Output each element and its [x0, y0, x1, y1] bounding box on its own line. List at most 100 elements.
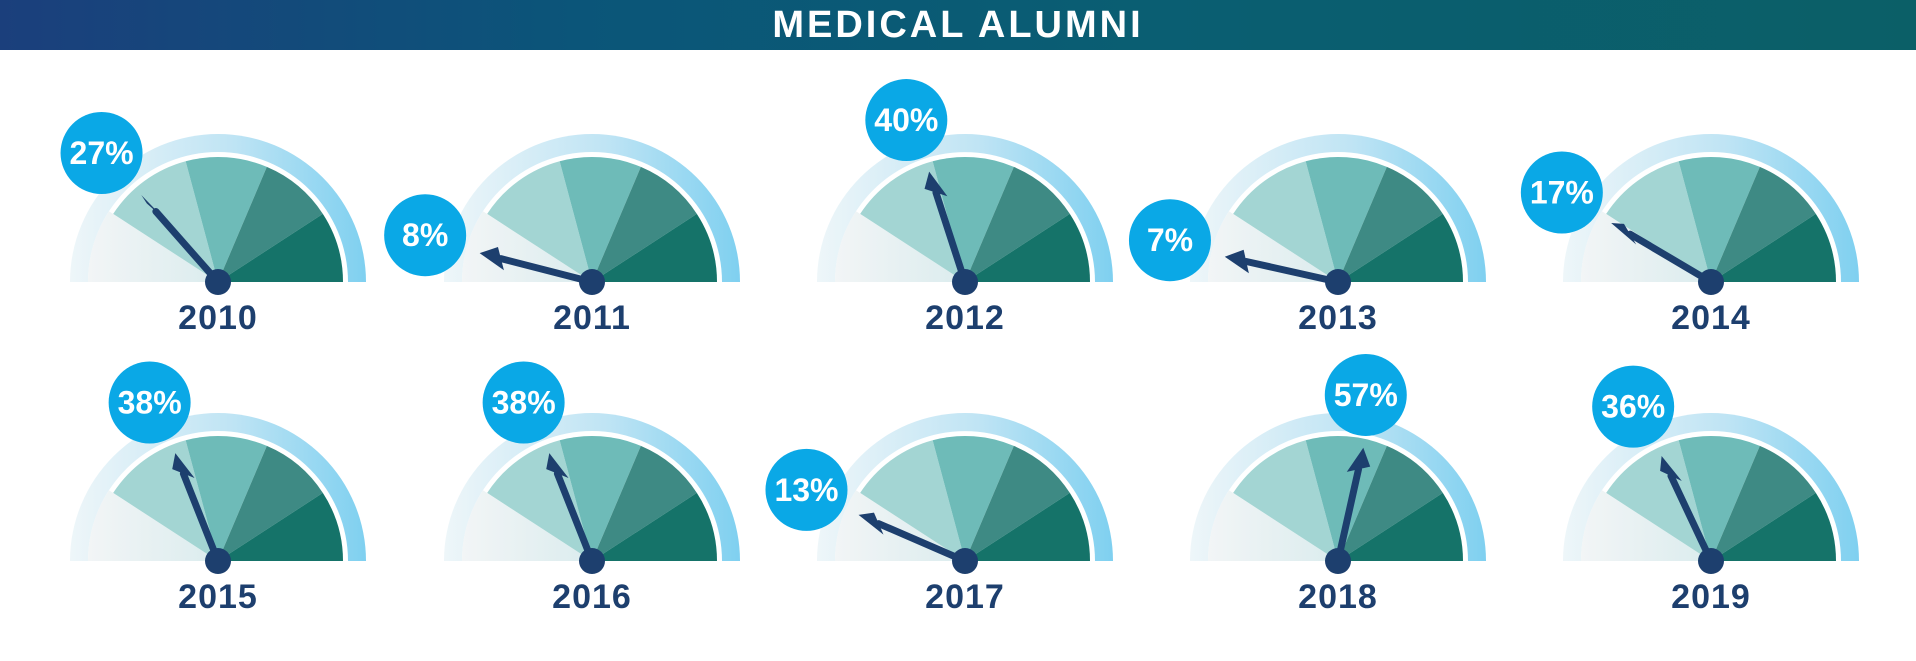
gauge-hub	[1325, 548, 1351, 574]
gauge-segment-4	[1338, 445, 1443, 561]
gauge-needle	[497, 255, 596, 286]
year-label: 2013	[1298, 299, 1378, 337]
gauge-2013: 7% 2013	[1128, 134, 1486, 337]
gauge-segment-4	[218, 166, 323, 282]
value-label: 57%	[1334, 377, 1398, 413]
gauge-segment-1	[88, 211, 218, 282]
gauge-segment-4	[592, 445, 697, 561]
gauge-segment-2	[1606, 161, 1711, 282]
gauge-needle-arrow	[924, 171, 948, 197]
chart-header: MEDICAL ALUMNI	[0, 0, 1916, 50]
gauge-segment-5	[965, 492, 1090, 561]
value-label: 40%	[874, 102, 938, 138]
gauge-segment-2	[1606, 440, 1711, 561]
gauge-segment-2	[487, 440, 592, 561]
gauge-needle	[553, 470, 596, 565]
gauge-segment-4	[965, 445, 1070, 561]
gauge-segment-3	[932, 436, 1014, 561]
gauge-2012: 40% 2012	[817, 79, 1113, 337]
gauge-segment-1	[462, 211, 592, 282]
value-label: 7%	[1147, 222, 1193, 258]
value-label: 27%	[70, 135, 134, 171]
gauge-segment-1	[462, 490, 592, 561]
gauge-segment-1	[1208, 490, 1338, 561]
gauge-hub	[952, 269, 978, 295]
year-label: 2019	[1671, 578, 1751, 616]
year-label: 2016	[552, 578, 632, 616]
value-label: 13%	[774, 472, 838, 508]
gauge-hub	[579, 548, 605, 574]
gauge-hub	[1698, 548, 1724, 574]
gauge-needle	[1626, 230, 1715, 286]
value-label: 8%	[402, 217, 448, 253]
gauge-2018: 57% 2018	[1190, 353, 1486, 616]
gauge-segment-2	[1233, 440, 1338, 561]
gauge-segment-4	[218, 445, 323, 561]
value-badge	[1128, 199, 1211, 282]
gauge-2010: 27% 2010	[60, 111, 366, 337]
gauge-segment-5	[965, 213, 1090, 282]
year-label: 2014	[1671, 299, 1751, 337]
gauge-2015: 38% 2015	[70, 361, 366, 616]
gauge-hub	[952, 548, 978, 574]
gauge-segment-4	[592, 166, 697, 282]
gauge-segment-5	[592, 492, 717, 561]
year-label: 2017	[925, 578, 1005, 616]
value-label: 17%	[1530, 175, 1594, 211]
gauge-2017: 13% 2017	[765, 413, 1113, 616]
gauge-2011: 8% 2011	[384, 134, 740, 337]
gauge-segment-2	[113, 440, 218, 561]
gauge-needle-arrow	[1660, 456, 1682, 482]
gauge-needle-arrow	[172, 453, 195, 479]
value-badge	[60, 111, 143, 194]
gauge-needle	[152, 207, 222, 286]
gauge-segment-3	[185, 157, 267, 282]
gauge-hub	[1698, 269, 1724, 295]
gauge-segment-5	[1711, 213, 1836, 282]
gauge-segment-5	[1338, 213, 1463, 282]
gauge-segment-2	[487, 161, 592, 282]
gauge-needle	[1667, 472, 1715, 565]
value-label: 36%	[1601, 389, 1665, 425]
gauge-needle	[179, 470, 222, 565]
chart-title: MEDICAL ALUMNI	[772, 3, 1144, 46]
gauge-2014: 17% 2014	[1520, 134, 1859, 337]
value-badge	[1592, 365, 1675, 448]
gauge-segment-3	[932, 157, 1014, 282]
gauge-segment-5	[218, 213, 343, 282]
gauge-needle-arrow	[141, 194, 165, 220]
gauge-segment-2	[860, 440, 965, 561]
gauge-segment-1	[835, 211, 965, 282]
value-label: 38%	[492, 385, 556, 421]
gauge-hub	[205, 548, 231, 574]
gauge-2019: 36% 2019	[1563, 365, 1859, 616]
gauge-needle-arrow	[858, 512, 884, 535]
gauge-needle	[1242, 257, 1342, 286]
gauge-segment-2	[1233, 161, 1338, 282]
gauge-segment-3	[559, 157, 641, 282]
value-label: 38%	[118, 385, 182, 421]
gauge-needle	[1334, 465, 1363, 565]
gauge-needle-arrow	[546, 453, 569, 479]
value-badge	[765, 448, 848, 531]
gauge-needle-arrow	[1611, 222, 1637, 245]
gauge-segment-1	[88, 490, 218, 561]
gauge-2016: 38% 2016	[444, 361, 740, 616]
gauge-segment-4	[1711, 445, 1816, 561]
gauge-needle-arrow	[479, 247, 504, 271]
gauge-segment-3	[185, 436, 267, 561]
gauge-segment-3	[559, 436, 641, 561]
year-label: 2015	[178, 578, 258, 616]
gauge-segment-5	[218, 492, 343, 561]
gauge-needle-arrow	[1346, 447, 1371, 472]
year-label: 2010	[178, 299, 258, 337]
gauge-segment-4	[1711, 166, 1816, 282]
gauge-segment-3	[1678, 156, 1760, 282]
gauge-segment-3	[1305, 156, 1387, 282]
gauge-needle	[875, 520, 969, 565]
value-badge	[482, 361, 565, 444]
value-badge	[1324, 353, 1407, 436]
value-badge	[108, 361, 191, 444]
year-label: 2012	[925, 299, 1005, 337]
